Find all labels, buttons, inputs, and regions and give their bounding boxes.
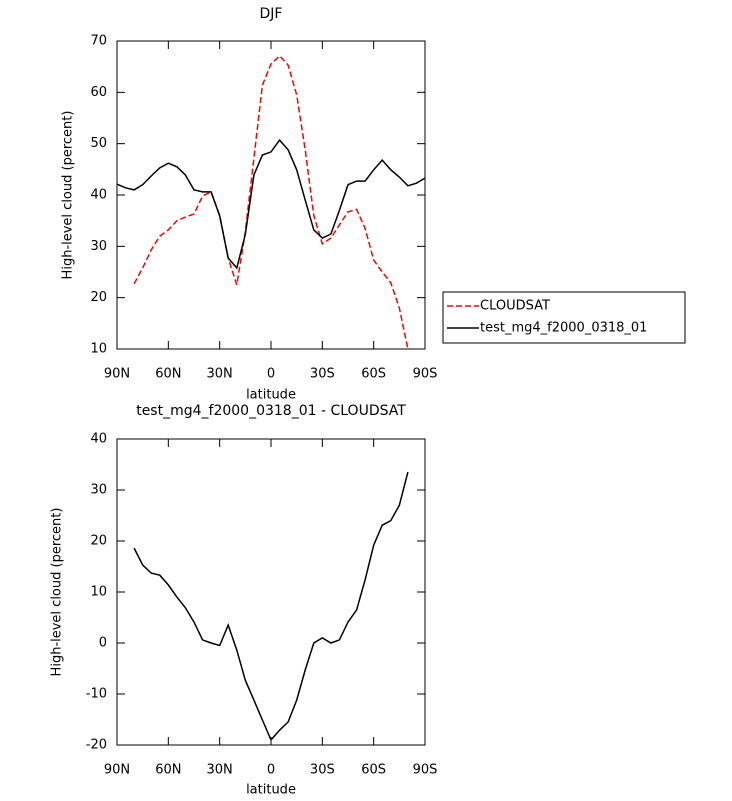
data-line [116,138,426,270]
y-tick-label: 10 [90,585,107,600]
x-tick-label: 0 [267,367,275,382]
x-tick-label: 0 [267,763,275,778]
y-tick-label: -20 [86,738,107,753]
y-axis-label: High-level cloud (percent) [50,508,65,677]
x-tick-label: 60S [361,763,386,778]
y-tick-label: 20 [90,534,107,549]
x-tick-label: 60S [361,367,386,382]
y-tick-label: -10 [86,687,107,702]
y-tick-label: 50 [90,136,107,151]
y-tick-label: 40 [90,432,107,447]
legend-box [442,291,686,344]
y-tick-label: 0 [99,636,107,651]
x-axis-label: latitude [246,783,296,798]
y-tick-label: 40 [90,188,107,203]
plot-frame [116,438,426,746]
chart-title: DJF [260,6,283,22]
y-tick-label: 10 [90,342,107,357]
legend-label: test_mg4_f2000_0318_01 [480,321,647,336]
y-axis-label: High-level cloud (percent) [61,111,76,280]
chart-title: test_mg4_f2000_0318_01 - CLOUDSAT [136,403,406,419]
x-tick-label: 90S [413,763,438,778]
x-tick-label: 30S [310,763,335,778]
x-axis-label: latitude [246,388,296,403]
x-tick-label: 90N [104,763,130,778]
y-tick-label: 30 [90,483,107,498]
y-tick-label: 70 [90,34,107,49]
data-line [133,471,409,742]
y-tick-label: 20 [90,290,107,305]
legend-label: CLOUDSAT [480,299,550,314]
x-tick-label: 90N [104,367,130,382]
plot-frame [116,40,426,350]
y-tick-label: 60 [90,85,107,100]
x-tick-label: 30N [207,763,233,778]
data-line [133,54,409,350]
x-tick-label: 60N [155,763,181,778]
x-tick-label: 90S [413,367,438,382]
x-tick-label: 60N [155,367,181,382]
x-tick-label: 30N [207,367,233,382]
x-tick-label: 30S [310,367,335,382]
y-tick-label: 30 [90,239,107,254]
